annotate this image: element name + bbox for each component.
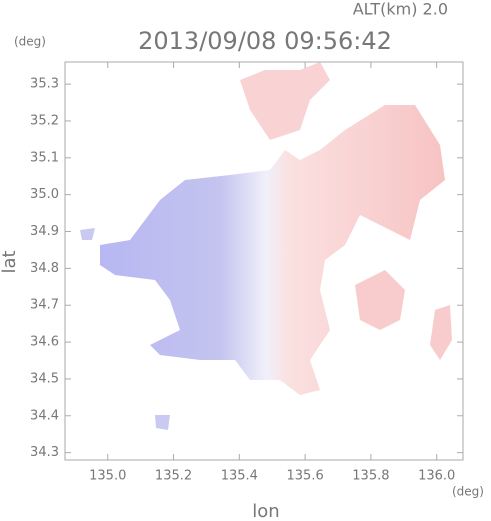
y-tick-label: 35.3 — [30, 77, 59, 92]
x-tick-label: 135.8 — [352, 469, 389, 484]
y-tick-label: 34.3 — [30, 445, 59, 460]
echo-region — [80, 228, 95, 240]
y-tick-label: 34.8 — [30, 261, 59, 276]
y-tick-label: 34.7 — [30, 298, 59, 313]
x-unit: (deg) — [452, 485, 484, 499]
y-tick-label: 35.1 — [30, 150, 59, 165]
y-tick-label: 34.9 — [30, 224, 59, 239]
y-axis-label: lat — [0, 250, 20, 273]
chart-title: 2013/09/08 09:56:42 — [138, 27, 392, 55]
plot-frame — [64, 61, 464, 461]
echo-region — [430, 305, 452, 360]
y-tick-label: 35.2 — [30, 113, 59, 128]
x-axis-label: lon — [252, 501, 279, 521]
x-tick-label: 135.2 — [155, 469, 192, 484]
y-tick-label: 34.5 — [30, 371, 59, 386]
subtitle: ALT(km) 2.0 — [353, 0, 448, 19]
echo-region — [240, 62, 330, 140]
x-tick-label: 136.0 — [418, 469, 455, 484]
y-tick-label: 34.6 — [30, 335, 59, 350]
x-tick-label: 135.0 — [89, 469, 126, 484]
y-unit: (deg) — [14, 35, 46, 49]
radar-field — [80, 62, 452, 430]
echo-region — [155, 415, 170, 430]
x-tick-label: 135.4 — [221, 469, 258, 484]
x-tick-label: 135.6 — [287, 469, 324, 484]
y-tick-label: 35.0 — [30, 187, 59, 202]
y-tick-label: 34.4 — [30, 408, 59, 423]
echo-region — [355, 270, 405, 330]
echo-region — [100, 105, 445, 395]
